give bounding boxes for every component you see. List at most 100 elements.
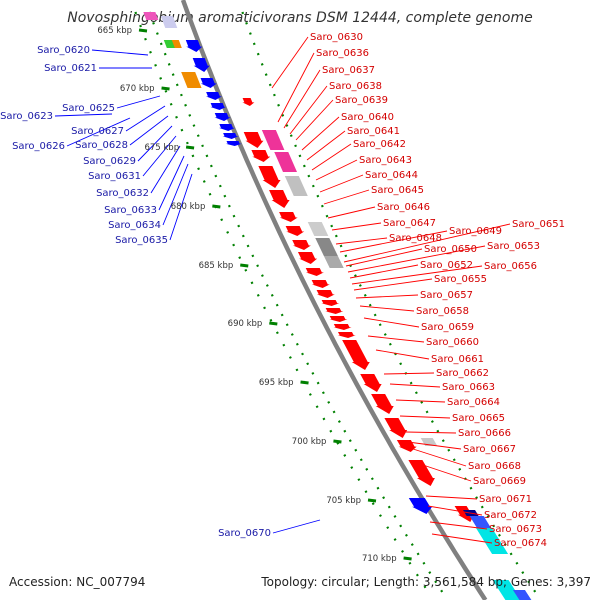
- forward-gene-arrow: [396, 440, 417, 452]
- kbp-tick-label: 705 kbp: [326, 496, 361, 506]
- forward-gene-arrow: [408, 460, 435, 486]
- reverse-gene-arrow: [214, 113, 231, 121]
- kbp-tick-mark: [269, 321, 278, 326]
- rna-feature-blue: [469, 516, 491, 528]
- feature-tracks: [134, 0, 539, 600]
- gene-label-forward: Saro_0658: [416, 306, 469, 317]
- forward-label-leader: [301, 116, 340, 151]
- gene-label-forward: Saro_0644: [365, 170, 418, 181]
- gene-label-forward: Saro_0669: [473, 476, 526, 487]
- forward-label-leader: [315, 159, 358, 181]
- forward-label-leader: [399, 415, 451, 419]
- reverse-label-leader: [129, 115, 169, 146]
- forward-label-leader: [327, 206, 376, 219]
- forward-gene-arrow: [311, 280, 330, 288]
- pseudo-feature-gray: [284, 176, 308, 196]
- forward-label-leader: [375, 349, 430, 360]
- reverse-gene-arrow: [192, 58, 210, 72]
- gene-label-reverse: Saro_0670: [218, 528, 271, 539]
- pseudo-feature-gray: [315, 238, 338, 256]
- forward-gene-arrow: [325, 308, 344, 314]
- kbp-tick-mark: [333, 439, 342, 444]
- gene-label-reverse: Saro_0620: [37, 45, 90, 56]
- gene-label-reverse: Saro_0626: [12, 141, 65, 152]
- kbp-tick-mark: [138, 28, 148, 33]
- gene-label-reverse: Saro_0632: [96, 188, 149, 199]
- kbp-tick-label: 685 kbp: [199, 261, 234, 271]
- gene-label-reverse: Saro_0625: [62, 103, 115, 114]
- forward-label-leader: [359, 305, 415, 312]
- forward-label-leader: [425, 495, 478, 500]
- forward-gene-arrow: [269, 190, 290, 208]
- reverse-gene-arrow: [210, 103, 227, 110]
- forward-label-leader: [347, 245, 486, 273]
- gene-label-forward: Saro_0640: [341, 112, 394, 123]
- gene-label-forward: Saro_0630: [310, 32, 363, 43]
- reverse-gene-arrow: [222, 133, 239, 139]
- forward-gene-arrow: [316, 290, 335, 298]
- gene-label-forward: Saro_0656: [484, 261, 537, 272]
- forward-label-leader: [429, 521, 488, 530]
- forward-gene-arrow: [279, 212, 298, 222]
- forward-label-leader: [289, 85, 328, 135]
- forward-label-leader: [331, 222, 382, 231]
- forward-label-leader: [355, 294, 419, 299]
- reverse-label-leader: [125, 105, 166, 132]
- forward-label-leader: [407, 441, 462, 450]
- forward-label-leader: [395, 399, 446, 403]
- forward-label-leader: [319, 174, 364, 193]
- gene-label-forward: Saro_0649: [449, 226, 502, 237]
- reverse-label-leader: [162, 163, 189, 226]
- gene-label-forward: Saro_0667: [463, 444, 516, 455]
- forward-gene-arrow: [321, 300, 340, 306]
- gene-label-forward: Saro_0653: [487, 241, 540, 252]
- rna-feature-pink: [143, 12, 159, 20]
- rna-feature-blue: [512, 590, 532, 600]
- forward-gene-arrow: [329, 316, 348, 322]
- forward-label-leader: [413, 461, 472, 482]
- gene-label-reverse: Saro_0634: [108, 220, 161, 231]
- gene-label-forward: Saro_0672: [484, 510, 537, 521]
- gene-label-forward: Saro_0639: [335, 95, 388, 106]
- reverse-label-leader: [272, 519, 321, 534]
- gene-label-reverse: Saro_0623: [0, 111, 53, 122]
- reverse-label-leader: [91, 49, 149, 56]
- forward-label-leader: [335, 237, 388, 245]
- kbp-tick-label: 690 kbp: [228, 319, 263, 329]
- reverse-label-leader: [158, 155, 185, 211]
- kbp-tick-mark: [161, 86, 170, 91]
- forward-label-leader: [277, 52, 315, 123]
- forward-label-leader: [349, 264, 419, 279]
- forward-gene-arrow: [242, 98, 255, 106]
- gene-label-reverse: Saro_0621: [44, 63, 97, 74]
- forward-gene-arrow: [292, 240, 311, 250]
- kbp-tick-label: 700 kbp: [292, 437, 327, 447]
- forward-label-leader: [311, 143, 352, 171]
- gene-label-forward: Saro_0641: [347, 126, 400, 137]
- rna-feature-magenta: [261, 130, 285, 150]
- rna-feature-cyan: [492, 580, 522, 600]
- gene-label-forward: Saro_0668: [468, 461, 521, 472]
- kbp-tick-mark: [240, 263, 249, 268]
- gene-label-forward: Saro_0662: [436, 368, 489, 379]
- gene-label-reverse: Saro_0627: [71, 126, 124, 137]
- reverse-label-leader: [150, 145, 181, 194]
- kbp-tick-label: 680 kbp: [171, 202, 206, 212]
- gene-label-forward: Saro_0637: [322, 65, 375, 76]
- outer-dotted-track-left: [148, 11, 446, 597]
- gene-label-forward: Saro_0646: [377, 202, 430, 213]
- forward-label-leader: [283, 69, 321, 129]
- forward-label-leader: [427, 505, 483, 516]
- forward-label-leader: [271, 36, 309, 89]
- topology-text: Topology: circular; Length: 3,561,584 bp…: [260, 575, 591, 589]
- forward-label-leader: [353, 278, 433, 291]
- forward-label-leader: [367, 335, 425, 343]
- accession-text: Accession: NC_007794: [9, 575, 145, 589]
- forward-label-leader: [295, 99, 334, 141]
- kbp-tick-mark: [300, 380, 309, 385]
- reverse-gene-arrow: [225, 141, 242, 146]
- kbp-tick-label: 675 kbp: [144, 143, 179, 153]
- forward-label-leader: [431, 533, 493, 544]
- forward-gene-arrow: [360, 374, 382, 392]
